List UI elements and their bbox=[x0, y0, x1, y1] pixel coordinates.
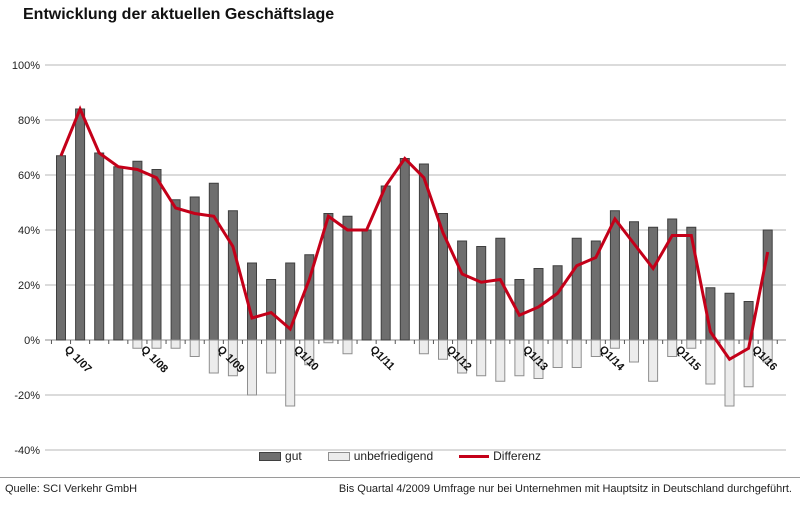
bar-unbefriedigend bbox=[648, 339, 659, 382]
bar-gut bbox=[56, 155, 66, 341]
chart-title: Entwicklung der aktuellen Geschäftslage bbox=[23, 6, 335, 23]
bar-unbefriedigend bbox=[571, 339, 582, 368]
bar-unbefriedigend bbox=[686, 339, 697, 349]
bar-gut bbox=[724, 292, 735, 341]
bar-unbefriedigend bbox=[476, 339, 487, 377]
bar-unbefriedigend bbox=[342, 339, 353, 355]
bar-gut bbox=[323, 213, 334, 341]
x-axis-label: Q1/11 bbox=[367, 344, 396, 373]
differenz-line-icon bbox=[459, 454, 490, 458]
bar-gut bbox=[495, 237, 506, 341]
bar-unbefriedigend bbox=[590, 339, 601, 357]
bar-gut bbox=[762, 229, 773, 341]
footer-divider bbox=[0, 477, 800, 478]
bar-unbefriedigend bbox=[724, 339, 735, 407]
y-axis-label: 80% bbox=[18, 115, 40, 127]
chart-legend: gut unbefriedigend Differenz bbox=[0, 449, 800, 463]
y-axis-label: 60% bbox=[18, 170, 40, 182]
bar-unbefriedigend bbox=[667, 339, 678, 357]
bar-gut bbox=[208, 182, 219, 341]
bar-gut bbox=[170, 199, 181, 341]
y-axis-label: 0% bbox=[24, 335, 40, 347]
y-axis-label: 20% bbox=[18, 280, 40, 292]
bar-unbefriedigend bbox=[514, 339, 525, 377]
legend-label-gut: gut bbox=[285, 449, 302, 463]
legend-label-differenz: Differenz bbox=[493, 449, 541, 463]
chart-canvas: 100%80%60%40%20%0%-20%-40%Q 1/07 Q 1/08 Q … bbox=[12, 60, 786, 457]
bar-gut bbox=[571, 237, 582, 341]
bar-gut bbox=[189, 196, 200, 341]
bar-unbefriedigend bbox=[438, 339, 448, 360]
bar-unbefriedigend bbox=[151, 339, 162, 349]
source-text: Quelle: SCI Verkehr GmbH bbox=[5, 483, 138, 495]
y-axis-label: -40% bbox=[14, 445, 40, 457]
bar-unbefriedigend bbox=[762, 339, 773, 363]
bar-gut bbox=[132, 160, 143, 341]
bar-unbefriedigend bbox=[208, 339, 219, 374]
bar-unbefriedigend bbox=[609, 339, 620, 349]
y-axis-label: 40% bbox=[18, 225, 40, 237]
legend-label-unbefriedigend: unbefriedigend bbox=[353, 449, 434, 463]
differenz-line bbox=[59, 105, 770, 362]
y-axis-label: 100% bbox=[12, 60, 40, 72]
unbefriedigend-swatch-icon bbox=[327, 451, 350, 461]
gut-swatch-icon bbox=[259, 451, 282, 461]
chart-area: 100% 80% 60% 40% 20% 0% -20% -40% Q 1/07 Q 1/08 Q … bbox=[12, 60, 786, 457]
bar-unbefriedigend bbox=[170, 339, 181, 349]
bar-unbefriedigend bbox=[629, 339, 639, 363]
bar-unbefriedigend bbox=[743, 339, 754, 388]
legend-item-unbefriedigend: unbefriedigend bbox=[327, 449, 434, 463]
bar-gut bbox=[342, 215, 353, 341]
bar-gut bbox=[151, 169, 162, 341]
bar-unbefriedigend bbox=[132, 339, 143, 349]
bar-unbefriedigend bbox=[189, 339, 200, 357]
legend-item-differenz: Differenz bbox=[459, 449, 541, 463]
bar-gut bbox=[75, 108, 86, 341]
survey-note-text: Bis Quartal 4/2009 Umfrage nur bei Unter… bbox=[338, 483, 792, 495]
bar-unbefriedigend bbox=[285, 339, 296, 407]
bar-unbefriedigend bbox=[457, 339, 468, 374]
bar-gut bbox=[380, 185, 391, 341]
bar-gut bbox=[361, 229, 372, 341]
bar-gut bbox=[227, 210, 238, 341]
bar-gut bbox=[113, 166, 124, 341]
bar-unbefriedigend bbox=[304, 339, 315, 366]
bar-unbefriedigend bbox=[418, 339, 429, 355]
bar-gut bbox=[457, 240, 468, 341]
bar-gut bbox=[94, 152, 105, 341]
bar-gut bbox=[399, 158, 410, 341]
bar-unbefriedigend bbox=[533, 339, 544, 379]
bar-unbefriedigend bbox=[495, 339, 506, 382]
legend-item-gut: gut bbox=[259, 449, 302, 463]
x-axis-label: Q 1/07 bbox=[62, 344, 94, 376]
bar-gut bbox=[266, 279, 277, 341]
y-axis-label: -20% bbox=[14, 390, 40, 402]
bar-unbefriedigend bbox=[323, 339, 334, 344]
bar-gut bbox=[609, 210, 620, 341]
bar-unbefriedigend bbox=[247, 339, 257, 396]
bar-unbefriedigend bbox=[227, 339, 238, 377]
bar-gut bbox=[476, 246, 487, 341]
bar-unbefriedigend bbox=[705, 339, 716, 385]
bar-gut bbox=[648, 226, 659, 341]
bar-unbefriedigend bbox=[552, 339, 563, 368]
bar-unbefriedigend bbox=[266, 339, 277, 374]
bar-gut bbox=[552, 265, 563, 341]
